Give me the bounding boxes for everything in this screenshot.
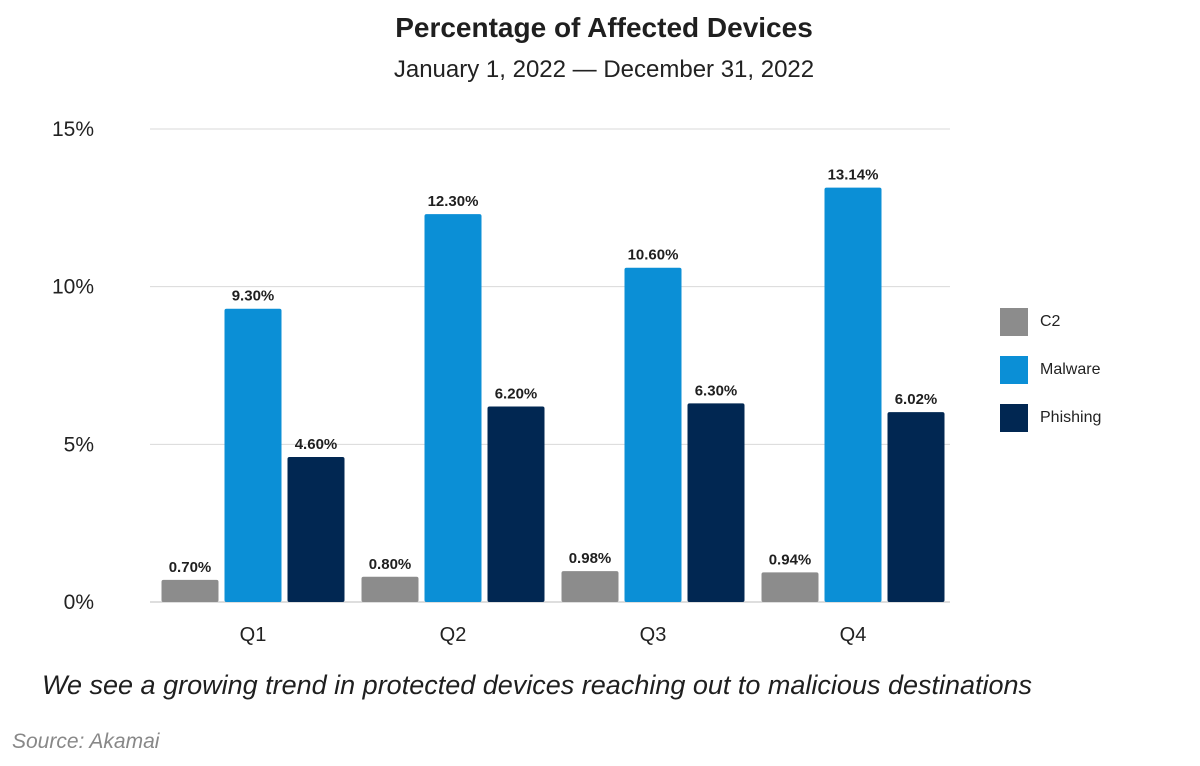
data-label: 9.30%: [232, 288, 275, 305]
bar-phishing-q1: [287, 456, 345, 602]
data-label: 12.30%: [428, 193, 479, 210]
legend-swatch: [1000, 404, 1028, 432]
bar-c2-q2: [361, 576, 419, 602]
legend-swatch: [1000, 356, 1028, 384]
data-label: 6.02%: [895, 391, 938, 408]
legend-label: C2: [1040, 313, 1061, 330]
bar-malware-q4: [824, 187, 882, 603]
bar-c2-q4: [761, 572, 819, 602]
bar-phishing-q3: [687, 403, 745, 602]
data-label: 6.20%: [495, 385, 538, 402]
x-tick-label: Q4: [840, 624, 867, 646]
legend-label: Phishing: [1040, 409, 1102, 426]
data-label: 0.70%: [169, 559, 212, 576]
bar-malware-q3: [624, 267, 682, 602]
x-tick-label: Q3: [640, 624, 667, 646]
x-axis-ticks: Q1 Q2 Q3 Q4: [240, 624, 867, 646]
bar-phishing-q4: [887, 412, 945, 602]
y-tick-label: 10%: [52, 276, 94, 299]
legend-item-phishing: Phishing: [1000, 404, 1101, 432]
data-label: 13.14%: [828, 167, 879, 184]
data-labels: 0.70% 9.30% 4.60% 0.80% 12.30% 6.20% 0.98% 10.6…: [169, 167, 938, 576]
data-label: 0.80%: [369, 556, 412, 573]
legend-item-c2: C2: [1000, 308, 1101, 336]
bar-c2-q3: [561, 571, 619, 602]
chart-title: Percentage of Affected Devices: [395, 12, 813, 43]
data-label: 0.94%: [769, 551, 812, 568]
x-tick-label: Q2: [440, 624, 467, 646]
data-label: 6.30%: [695, 382, 738, 399]
caption: We see a growing trend in protected devi…: [42, 670, 1033, 700]
bar-malware-q2: [424, 214, 482, 602]
legend-item-malware: Malware: [1000, 356, 1101, 384]
source-note: Source: Akamai: [12, 730, 160, 753]
y-tick-label: 5%: [64, 433, 94, 456]
data-label: 0.98%: [569, 550, 612, 567]
bar-phishing-q2: [487, 406, 545, 602]
legend-label: Malware: [1040, 361, 1101, 378]
bar-malware-q1: [224, 308, 282, 602]
y-tick-label: 15%: [52, 118, 94, 141]
data-label: 10.60%: [628, 247, 679, 264]
gridlines: [150, 128, 950, 603]
data-label: 4.60%: [295, 436, 338, 453]
bar-chart: 0% 5% 10% 15% 0.70% 9.30% 4.60% 0.80% 12.30% 6.2…: [52, 118, 950, 646]
legend: C2 Malware Phishing: [1000, 308, 1101, 452]
y-axis-ticks: 0% 5% 10% 15%: [52, 118, 94, 614]
chart-subtitle: January 1, 2022 — December 31, 2022: [393, 56, 815, 83]
x-tick-label: Q1: [240, 624, 267, 646]
legend-swatch: [1000, 308, 1028, 336]
bar-c2-q1: [161, 579, 219, 602]
y-tick-label: 0%: [64, 591, 94, 614]
bars: [161, 187, 945, 603]
